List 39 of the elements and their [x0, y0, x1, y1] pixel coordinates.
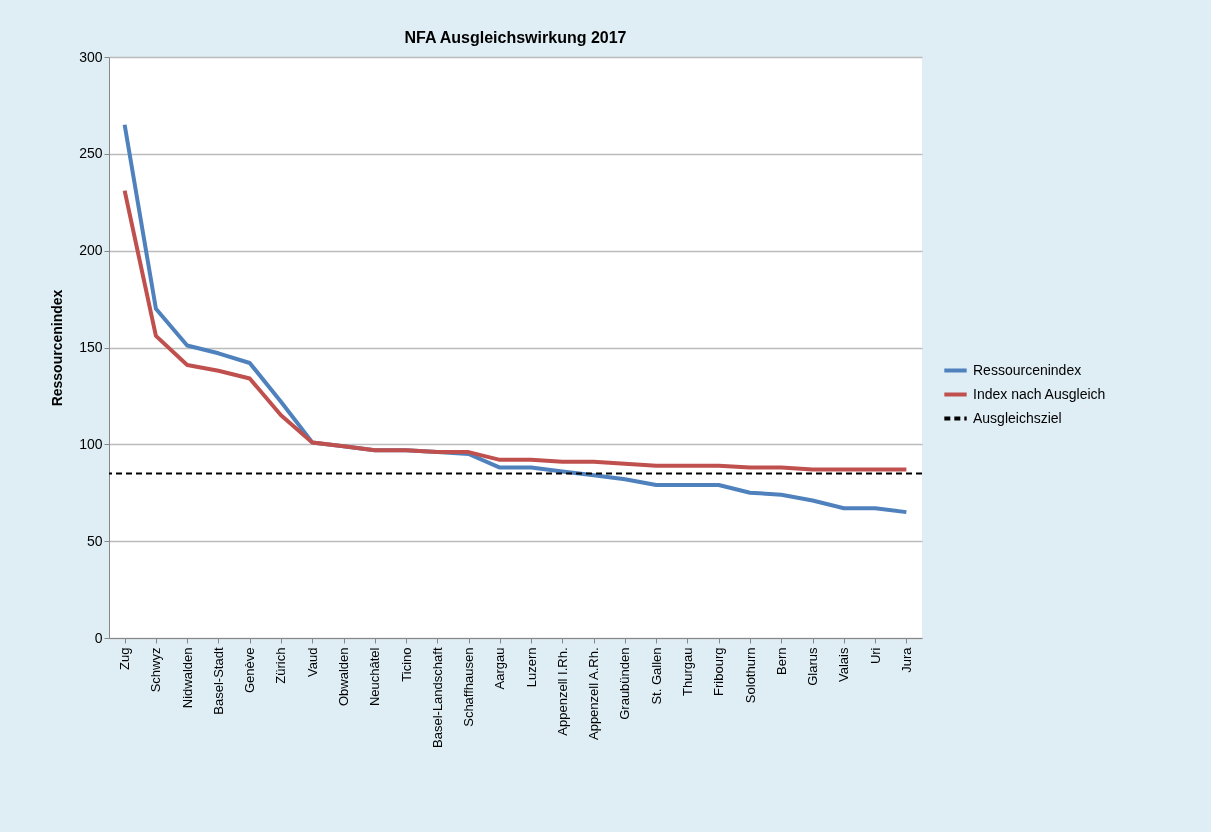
y-tick-label: 100 [79, 435, 103, 452]
y-tick-label: 150 [79, 339, 103, 355]
x-tick-label: Obwalden [336, 647, 352, 707]
line-series [122, 188, 909, 472]
x-tick-label: Basel-Stadt [210, 647, 226, 715]
x-tick-label: Appenzell A.Rh. [586, 647, 602, 741]
chart-title: NFA Ausgleichswirkung 2017 [404, 29, 627, 46]
x-tick-label: Appenzell I.Rh. [554, 647, 570, 736]
x-tick-label: Valais [836, 647, 852, 682]
x-tick-label: Schaffhausen [461, 647, 477, 727]
x-tick-label: Zürich [273, 647, 289, 684]
x-tick-label: Solothurn [742, 647, 758, 704]
x-tick-label: Jura [898, 646, 914, 673]
x-tick-label: Genève [242, 647, 258, 694]
y-tick-label: 0 [94, 629, 103, 646]
legend-label: Ausgleichsziel [973, 409, 1062, 426]
legend-label: Ressourcenindex [973, 361, 1082, 378]
y-tick-label: 200 [79, 242, 103, 259]
x-tick-label: Uri [867, 647, 883, 665]
x-tick-label: Ticino [398, 647, 414, 682]
x-tick-label: Schwyz [148, 647, 164, 693]
legend-label: Index nach Ausgleich [973, 385, 1106, 402]
y-tick-label: 300 [79, 48, 103, 65]
y-tick-label: 50 [86, 532, 103, 549]
x-tick-label: Graubünden [617, 647, 633, 720]
x-tick-label: Glarus [805, 647, 821, 686]
x-tick-label: Zug [117, 647, 133, 670]
x-tick-label: St. Gallen [648, 647, 664, 705]
x-tick-label: Vaud [304, 647, 320, 677]
x-tick-label: Basel-Landschaft [429, 647, 445, 748]
x-tick-label: Luzern [523, 647, 539, 688]
y-axis-title: Ressourcenindex [49, 289, 66, 407]
x-tick-label: Nidwalden [179, 647, 195, 709]
x-tick-label: Neuchâtel [367, 647, 383, 707]
x-tick-label: Bern [773, 647, 789, 675]
x-tick-label: Aargau [492, 647, 508, 690]
y-tick-label: 250 [79, 145, 103, 162]
x-tick-label: Fribourg [711, 647, 727, 696]
x-tick-label: Thurgau [679, 647, 695, 696]
